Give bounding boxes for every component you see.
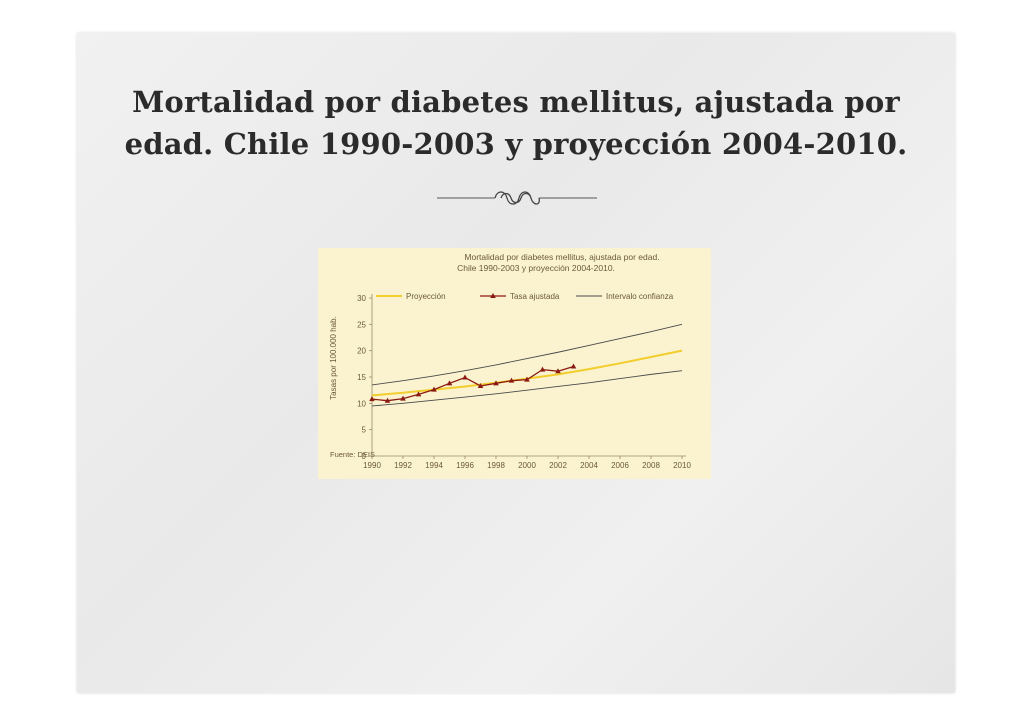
x-tick-label: 1992 xyxy=(394,461,412,470)
adjusted-rate-point xyxy=(493,380,499,386)
adjusted-rate-point xyxy=(384,397,391,403)
x-tick-label: 2006 xyxy=(611,461,629,470)
adjusted-rate-point xyxy=(431,386,437,392)
adjusted-rate-point xyxy=(446,380,453,386)
adjusted-rate-point xyxy=(570,363,577,369)
source-note: Fuente: DEIS xyxy=(330,450,375,459)
chart-title-line-1: Mortalidad por diabetes mellitus, ajusta… xyxy=(464,252,659,262)
x-tick-label: 2010 xyxy=(673,461,691,470)
y-tick-label: 10 xyxy=(357,399,366,408)
x-tick-label: 2000 xyxy=(518,461,536,470)
legend-label: Tasa ajustada xyxy=(510,292,560,301)
x-tick-label: 2008 xyxy=(642,461,660,470)
ci-upper-line xyxy=(371,323,683,386)
ornament-divider xyxy=(437,191,597,205)
adjusted-rate-point xyxy=(477,382,484,388)
adjusted-rate-point xyxy=(462,374,468,380)
adjusted-rate-point xyxy=(508,377,515,383)
x-tick-label: 1994 xyxy=(425,461,443,470)
slide-title-line-1: Mortalidad por diabetes mellitus, ajusta… xyxy=(132,85,900,119)
chart-title-line-2: Chile 1990-2003 y proyección 2004-2010. xyxy=(457,263,615,273)
x-tick-label: 2004 xyxy=(580,461,598,470)
x-tick-label: 1998 xyxy=(487,461,505,470)
chart-image: Mortalidad por diabetes mellitus, ajusta… xyxy=(318,248,711,479)
adjusted-rate-point xyxy=(524,376,530,382)
legend-marker xyxy=(490,293,496,298)
y-tick-label: 25 xyxy=(357,320,366,329)
legend-label: Proyección xyxy=(406,292,446,301)
legend-label: Intervalo confianza xyxy=(606,292,674,301)
adjusted-rate-point xyxy=(415,391,422,397)
x-tick-label: 1996 xyxy=(456,461,474,470)
adjusted-rate-point xyxy=(539,366,546,372)
adjusted-rate-point xyxy=(400,395,406,401)
y-tick-label: 0 xyxy=(362,452,367,461)
y-axis-label: Tasas por 100.000 hab. xyxy=(329,316,338,400)
adjusted-rate-point xyxy=(555,368,561,374)
x-tick-label: 1990 xyxy=(363,461,381,470)
mortality-line-chart: Mortalidad por diabetes mellitus, ajusta… xyxy=(329,252,691,470)
y-tick-label: 15 xyxy=(357,373,366,382)
slide: Mortalidad por diabetes mellitus, ajusta… xyxy=(77,33,955,693)
slide-title-line-2: edad. Chile 1990-2003 y proyección 2004-… xyxy=(124,127,908,161)
y-tick-label: 20 xyxy=(357,347,366,356)
ci-lower-line xyxy=(371,370,683,407)
x-tick-label: 2002 xyxy=(549,461,567,470)
slide-title: Mortalidad por diabetes mellitus, ajusta… xyxy=(77,81,955,165)
y-tick-label: 30 xyxy=(357,294,366,303)
adjusted-rate-point xyxy=(369,396,375,402)
y-tick-label: 5 xyxy=(362,426,367,435)
projection-line xyxy=(371,349,683,397)
